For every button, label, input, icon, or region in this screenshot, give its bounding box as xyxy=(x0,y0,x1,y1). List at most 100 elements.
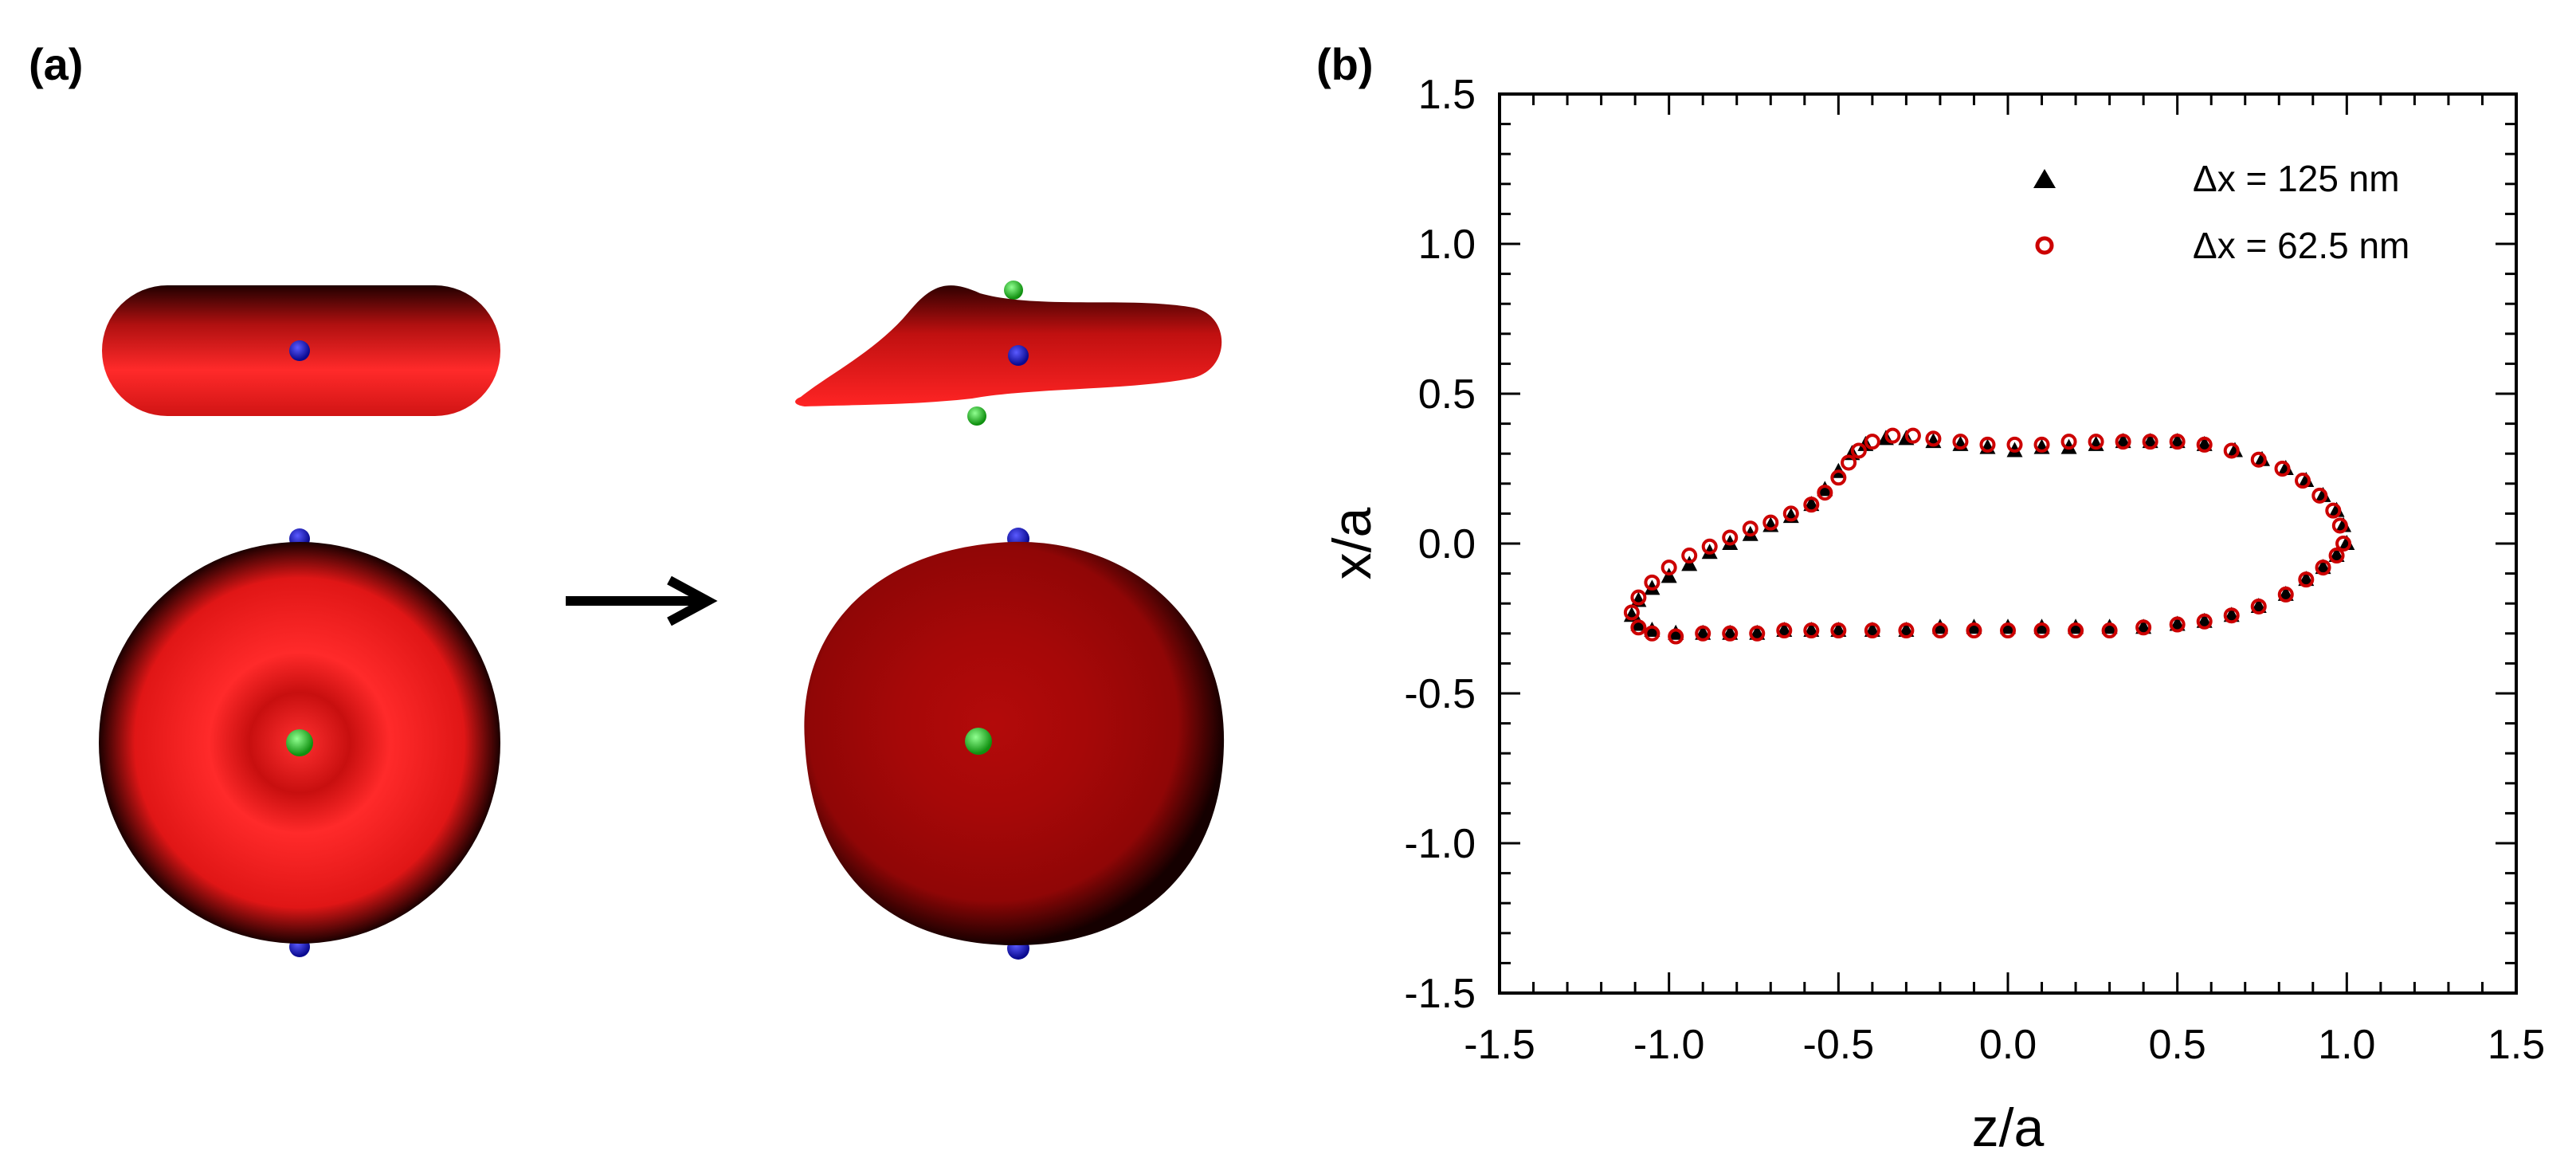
data-point-triangle xyxy=(2000,618,2016,634)
data-point-circle xyxy=(2250,598,2267,614)
y-tick-label: -0.5 xyxy=(1404,671,1476,717)
data-point-circle xyxy=(2169,616,2186,633)
data-point-circle xyxy=(1681,548,1698,564)
data-point-circle xyxy=(1952,434,1969,450)
x-tick-label: 1.5 xyxy=(2488,1022,2545,1068)
data-point-triangle xyxy=(2142,433,2158,449)
deformed-cell-side-view xyxy=(795,281,1222,426)
marker-green xyxy=(965,728,992,755)
data-point-circle xyxy=(2277,586,2294,603)
data-point-triangle xyxy=(2033,618,2050,634)
x-tick-label: 0.5 xyxy=(2149,1022,2206,1068)
data-point-circle xyxy=(1830,469,1847,486)
data-point-triangle xyxy=(2101,618,2118,634)
data-point-circle xyxy=(2250,451,2267,468)
data-point-triangle xyxy=(1776,622,1793,638)
series-2 xyxy=(1623,427,2352,645)
data-point-circle xyxy=(2325,502,2342,519)
data-point-triangle xyxy=(1803,622,1820,638)
data-point-triangle xyxy=(1695,624,1711,640)
y-tick-label: 1.5 xyxy=(1418,72,1476,118)
data-point-circle xyxy=(1630,619,1647,636)
data-point-triangle xyxy=(1668,624,1684,640)
data-point-circle xyxy=(1668,628,1684,645)
data-point-circle xyxy=(1742,520,1759,537)
data-point-triangle xyxy=(2196,612,2213,628)
data-point-circle xyxy=(1830,622,1847,639)
data-point-circle xyxy=(1749,625,1766,642)
panel-b-label: (b) xyxy=(1316,39,1374,89)
panel-a-label: (a) xyxy=(29,39,83,89)
data-point-circle xyxy=(2335,536,2352,552)
data-point-triangle xyxy=(1898,622,1915,638)
data-point-triangle xyxy=(1749,624,1766,640)
legend-label-series-2: Δx = 62.5 nm xyxy=(2193,225,2409,266)
data-point-circle xyxy=(2142,434,2158,450)
data-point-triangle xyxy=(1931,618,1948,634)
data-point-circle xyxy=(1701,538,1718,555)
data-point-circle xyxy=(1864,622,1880,639)
legend-marker-triangle xyxy=(2033,169,2056,188)
marker-green xyxy=(286,729,313,756)
data-point-circle xyxy=(1644,625,1660,642)
data-point-circle xyxy=(1817,485,1833,501)
data-point-circle xyxy=(2328,548,2345,564)
data-point-circle xyxy=(1803,622,1820,639)
legend-label-series-1: Δx = 125 nm xyxy=(2193,158,2400,199)
data-point-triangle xyxy=(1630,615,1647,631)
y-tick-label: 1.0 xyxy=(1418,222,1476,268)
panel-a: (a) xyxy=(29,39,1225,960)
data-point-circle xyxy=(2135,619,2152,636)
data-point-triangle xyxy=(1803,496,1820,512)
legend: Δx = 125 nm Δx = 62.5 nm xyxy=(2033,158,2409,266)
data-point-circle xyxy=(2311,487,2328,504)
data-point-triangle xyxy=(2328,547,2345,563)
data-point-circle xyxy=(2274,461,2291,477)
data-point-triangle xyxy=(2169,433,2186,449)
data-point-triangle xyxy=(2315,559,2331,575)
y-tick-labels: -1.5 -1.0 -0.5 0.0 0.5 1.0 1.5 xyxy=(1404,72,1476,1017)
marker-green xyxy=(1004,281,1023,300)
data-point-triangle xyxy=(1830,622,1847,638)
data-point-circle xyxy=(1931,622,1948,639)
data-point-circle xyxy=(1884,427,1901,444)
y-tick-label: -1.5 xyxy=(1404,971,1476,1017)
data-point-triangle xyxy=(2068,618,2084,634)
data-point-circle xyxy=(1623,604,1640,621)
data-point-circle xyxy=(1803,497,1820,513)
arrow-head xyxy=(667,575,718,626)
data-point-circle xyxy=(2115,434,2131,450)
x-tick-label: 0.0 xyxy=(1979,1022,2037,1068)
data-point-circle xyxy=(2196,436,2213,453)
data-point-circle xyxy=(1966,622,1982,639)
data-point-triangle xyxy=(2135,618,2152,634)
data-point-circle xyxy=(1776,622,1793,639)
data-point-circle xyxy=(1925,430,1942,447)
data-point-circle xyxy=(2033,622,2050,639)
data-point-circle xyxy=(2295,473,2311,489)
data-point-circle xyxy=(2315,559,2331,576)
data-point-circle xyxy=(2068,622,2084,639)
scatter-chart: -1.5 -1.0 -0.5 0.0 0.5 1.0 1.5 -1.5 -1.0 -0.5 0.0… xyxy=(1322,72,2545,1158)
x-tick-label: -1.0 xyxy=(1633,1022,1705,1068)
data-point-triangle xyxy=(2115,433,2131,449)
data-point-triangle xyxy=(1817,481,1833,497)
data-point-circle xyxy=(2060,434,2077,450)
data-point-circle xyxy=(2101,622,2118,639)
cell-disc-deformed xyxy=(804,541,1225,946)
x-tick-label: -0.5 xyxy=(1803,1022,1875,1068)
data-point-triangle xyxy=(2298,571,2315,587)
marker-green xyxy=(967,406,986,426)
data-point-triangle xyxy=(1966,618,1982,634)
initial-cell-top-view xyxy=(99,528,500,957)
data-point-circle xyxy=(1904,427,1921,444)
series-layer xyxy=(1623,427,2355,645)
data-point-circle xyxy=(2000,622,2016,639)
data-point-triangle xyxy=(2169,615,2186,631)
panel-b: (b) -1.5 -1.0 -0.5 0.0 0.5 1.0 1.5 -1.5 -1.0 -0.… xyxy=(1316,39,2545,1158)
data-point-circle xyxy=(1762,514,1779,531)
data-point-circle xyxy=(2088,434,2104,450)
series-1 xyxy=(1623,430,2355,640)
y-tick-label: 0.5 xyxy=(1418,371,1476,418)
y-tick-label: 0.0 xyxy=(1418,521,1476,567)
